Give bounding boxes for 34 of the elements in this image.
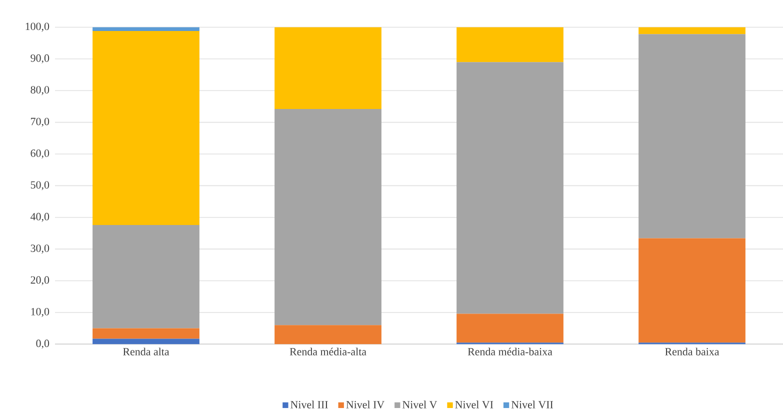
- y-tick-label: 20,0: [30, 276, 50, 286]
- legend-label: Nivel IV: [346, 400, 384, 408]
- bar: [456, 314, 564, 343]
- x-tick-label: Renda alta: [123, 348, 170, 356]
- bar: [92, 27, 200, 32]
- y-tick-label: 30,0: [30, 244, 50, 254]
- bar: [638, 34, 746, 238]
- x-tick-label: Renda média-baixa: [468, 348, 552, 356]
- y-tick-label: 100,0: [26, 22, 50, 32]
- y-tick-label: 40,0: [30, 212, 50, 222]
- bar: [92, 338, 200, 344]
- bar: [92, 328, 200, 339]
- y-tick-label: 70,0: [31, 118, 50, 127]
- bar: [274, 27, 382, 109]
- bar: [638, 27, 746, 34]
- bar: [274, 325, 382, 344]
- bar: [456, 62, 564, 314]
- y-tick-label: 0,0: [36, 340, 50, 349]
- x-tick-label: Renda média-alta: [290, 348, 366, 356]
- x-tick-label: Renda baixa: [665, 348, 720, 356]
- bar: [92, 31, 200, 225]
- legend-label: Nivel V: [402, 400, 438, 408]
- legend-label: Nivel VI: [455, 400, 494, 408]
- y-tick-label: 80,0: [30, 86, 50, 96]
- y-tick-label: 50,0: [30, 181, 50, 190]
- bar: [92, 224, 200, 328]
- y-tick-label: 60,0: [30, 149, 50, 158]
- bar: [274, 108, 382, 326]
- legend-label: Nivel III: [290, 400, 328, 408]
- y-tick-label: 10,0: [31, 308, 50, 317]
- y-tick-label: 90,0: [30, 54, 50, 64]
- legend-label: Nivel VII: [511, 400, 554, 408]
- bar: [638, 238, 746, 343]
- bar: [456, 27, 564, 62]
